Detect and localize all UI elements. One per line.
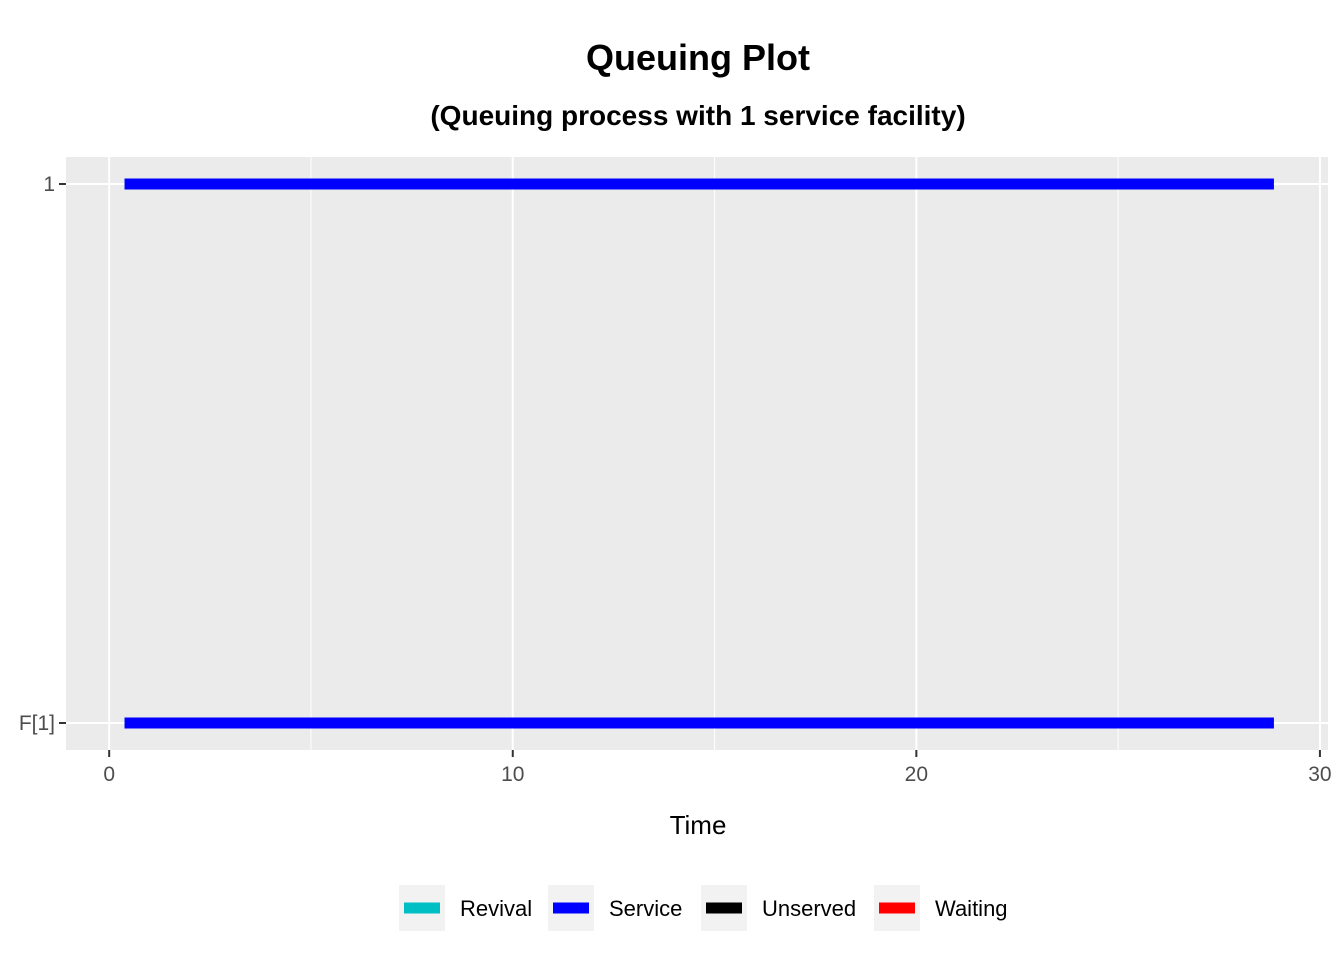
chart-subtitle: (Queuing process with 1 service facility…: [430, 100, 965, 131]
plot-panel: [66, 157, 1328, 750]
x-tick-label: 30: [1308, 763, 1331, 786]
grid-minor: [310, 157, 1119, 750]
y-tick-label: F[1]: [19, 712, 55, 735]
legend-label: Service: [609, 896, 682, 921]
legend-label: Unserved: [762, 896, 856, 921]
legend: Revival Service Unserved Waiting: [399, 885, 1008, 931]
legend-label: Revival: [460, 896, 532, 921]
y-axis: F[1] 1: [19, 173, 66, 735]
x-tick-label: 20: [905, 763, 928, 786]
chart-title: Queuing Plot: [586, 37, 810, 78]
y-tick-label: 1: [43, 173, 55, 196]
x-tick-label: 10: [501, 763, 524, 786]
segments: [124, 178, 1274, 729]
x-tick-label: 0: [103, 763, 115, 786]
x-axis: 0 10 20 30: [103, 750, 1332, 786]
x-axis-title: Time: [670, 810, 727, 840]
legend-label: Waiting: [935, 896, 1008, 921]
